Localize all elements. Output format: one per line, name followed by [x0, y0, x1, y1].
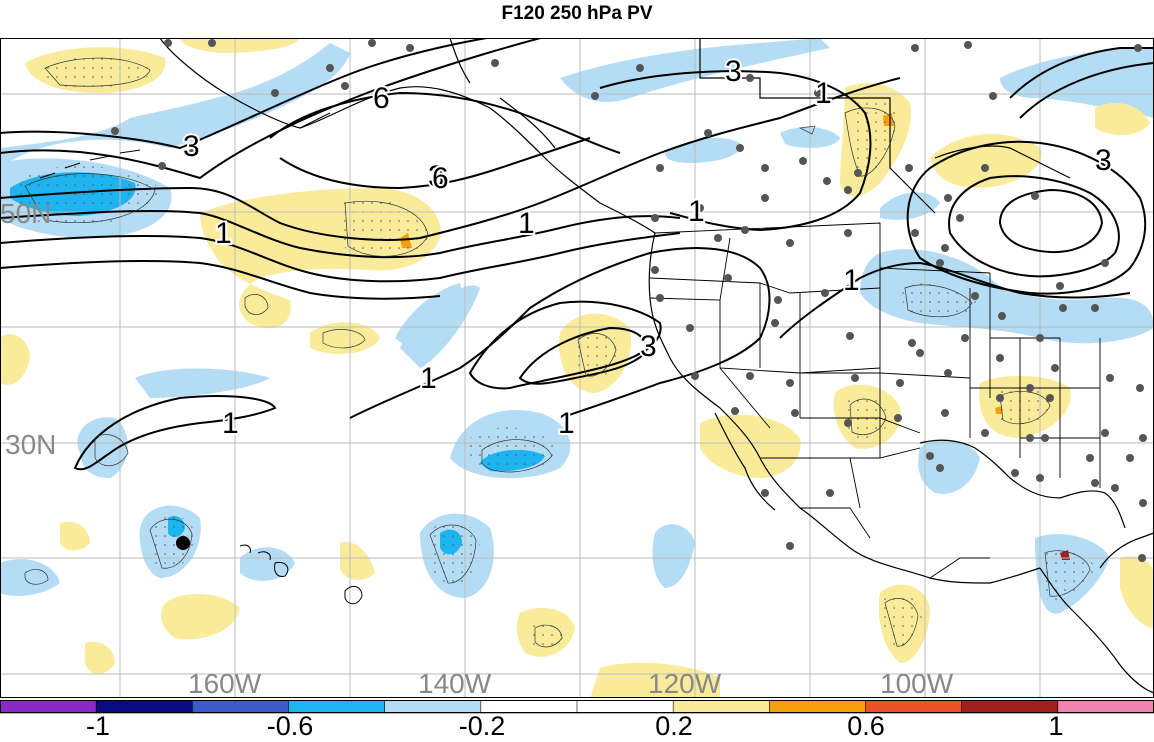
anomaly-outlines [24, 57, 1091, 648]
contour-label: 3 [725, 55, 742, 88]
contour-label: 3 [1095, 144, 1112, 177]
anomaly-region-blue [0, 559, 60, 596]
contour-label: 1 [843, 264, 860, 297]
anomaly-region-blue [918, 439, 980, 494]
colorbar-cell [1057, 700, 1154, 714]
contour-label: 1 [420, 362, 437, 395]
lat-lon-grid [0, 38, 1154, 698]
contour-labels: 3 6 3 6 3 1 1 1 1 1 3 1 1 1 3 1 [181, 53, 1114, 442]
anomaly-region-yellow [0, 334, 30, 385]
contour-label: 1 [518, 207, 535, 240]
anomaly-region-blue [77, 417, 128, 478]
highlight-marker [176, 536, 190, 550]
colorbar-tick-label: 0.6 [847, 711, 885, 741]
colorbar-cell [95, 700, 194, 714]
anomaly-region-blue [0, 43, 350, 168]
contour-label: 3 [428, 160, 445, 193]
pv-contours [0, 38, 1154, 471]
colorbar [0, 700, 1154, 714]
anomaly-region-blue [395, 283, 463, 358]
colorbar-tick-label: 1 [1048, 711, 1064, 741]
lon-label: 160W [188, 668, 262, 698]
lon-label: 100W [880, 668, 954, 698]
colorbar-tick-label: -0.2 [458, 711, 506, 741]
axis-labels: 160W 140W 120W 100W 50N 30N [0, 198, 954, 698]
colorbar-cell [961, 700, 1059, 714]
anomaly-region-yellow [590, 662, 720, 698]
station-markers [111, 39, 1147, 562]
anomaly-region-blue [860, 249, 1154, 344]
pv-map: 3 6 3 6 3 1 1 1 1 1 3 1 1 1 3 1 160W 140… [0, 38, 1154, 698]
colorbar-tick-label: -1 [85, 711, 111, 741]
contour-label: 1 [558, 407, 575, 440]
anomaly-region-yellow [310, 322, 380, 354]
anomaly-region-yellow [930, 134, 1042, 188]
anomaly-region-yellow [85, 641, 115, 675]
anomaly-region-yellow [1095, 103, 1150, 135]
contour-label: 1 [815, 77, 832, 110]
anomaly-region-yellow [1120, 556, 1154, 628]
anomaly-region-yellow [60, 521, 90, 551]
anomaly-region-blue [1000, 48, 1154, 118]
anomaly-region-yellow [161, 593, 240, 640]
contour-label: 6 [432, 162, 449, 195]
islands [39, 112, 363, 605]
contour-label: 1 [215, 217, 232, 250]
lat-label: 30N [5, 429, 56, 460]
contour-label: 6 [373, 82, 390, 115]
contour-label: 3 [183, 130, 200, 163]
anomaly-region-yellow [700, 414, 801, 478]
contour-label: 3 [640, 330, 657, 363]
anomaly-region-blue [135, 368, 270, 398]
anomaly-region-blue [652, 524, 695, 588]
coastlines [159, 38, 1154, 694]
contour-label: 1 [222, 407, 239, 440]
colorbar-cell [0, 700, 97, 714]
anomaly-region-blue [240, 547, 295, 581]
lon-label: 140W [418, 668, 492, 698]
lat-label: 50N [0, 198, 51, 229]
colorbar-tick-label: 0.2 [655, 711, 693, 741]
contour-label: 1 [688, 195, 705, 228]
anomaly-region-yellow [340, 542, 375, 580]
lon-label: 120W [648, 668, 722, 698]
map-title: F120 250 hPa PV [501, 3, 653, 24]
colorbar-tick-label: -0.6 [266, 711, 314, 741]
